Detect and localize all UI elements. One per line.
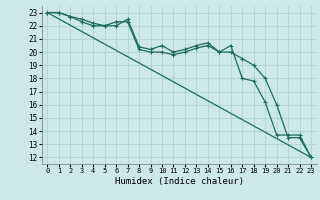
X-axis label: Humidex (Indice chaleur): Humidex (Indice chaleur) bbox=[115, 177, 244, 186]
